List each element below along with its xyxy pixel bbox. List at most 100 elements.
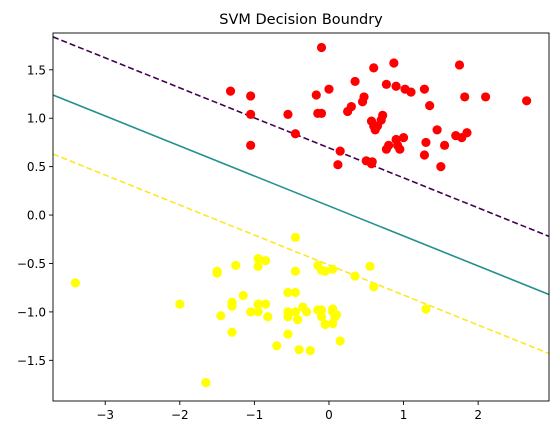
x-tick-label: −3	[96, 408, 114, 422]
point-yellow	[290, 307, 301, 317]
point-red	[350, 76, 360, 87]
point-red	[357, 97, 368, 107]
point-yellow	[283, 329, 293, 339]
point-red	[246, 109, 256, 119]
point-yellow	[227, 301, 237, 311]
point-yellow	[290, 266, 301, 276]
point-red	[311, 90, 321, 100]
point-yellow	[365, 261, 375, 271]
point-yellow	[260, 255, 271, 266]
point-red	[421, 137, 431, 148]
point-yellow	[283, 287, 293, 298]
point-yellow	[253, 307, 263, 317]
y-tick-label: 0.5	[27, 160, 46, 174]
point-yellow	[253, 299, 263, 309]
point-red	[522, 96, 532, 106]
point-red	[395, 144, 405, 154]
point-red	[481, 92, 491, 102]
point-red	[419, 150, 430, 160]
point-red	[384, 140, 394, 150]
point-red	[324, 84, 334, 94]
point-red	[432, 125, 442, 135]
point-red	[246, 91, 256, 101]
point-yellow	[290, 287, 301, 298]
point-yellow	[305, 346, 315, 356]
point-yellow	[335, 336, 345, 346]
point-red	[316, 42, 327, 53]
y-tick-label: −1.0	[17, 305, 46, 319]
point-yellow	[369, 282, 379, 292]
point-yellow	[316, 265, 327, 275]
point-yellow	[301, 307, 312, 317]
y-tick-label: 1.0	[27, 112, 46, 126]
point-yellow	[253, 254, 263, 264]
y-tick-label: −1.5	[17, 354, 46, 368]
point-red	[370, 125, 380, 135]
x-tick-label: 0	[325, 408, 333, 422]
point-red	[381, 79, 392, 89]
decision-lines	[53, 36, 549, 355]
lower-margin-line	[53, 153, 549, 355]
point-yellow	[231, 260, 241, 271]
x-tick-label: 2	[474, 408, 482, 422]
point-red	[419, 84, 430, 94]
x-tick-label: 1	[400, 408, 408, 422]
point-red	[439, 140, 450, 150]
point-yellow	[253, 261, 263, 271]
point-yellow	[293, 315, 303, 325]
point-yellow	[316, 312, 327, 322]
point-yellow	[320, 319, 330, 330]
point-yellow	[328, 264, 338, 274]
point-yellow	[272, 341, 282, 351]
x-tick-label: −1	[246, 408, 264, 422]
point-yellow	[350, 271, 360, 281]
point-yellow	[246, 307, 256, 317]
y-tick-label: 1.5	[27, 63, 46, 77]
point-red	[369, 63, 379, 73]
point-red	[290, 129, 301, 139]
point-red	[316, 108, 327, 118]
point-yellow	[227, 327, 237, 337]
point-yellow	[328, 318, 338, 329]
point-red	[225, 86, 236, 96]
point-yellow	[263, 312, 273, 322]
y-tick-label: 0.0	[27, 209, 46, 223]
point-red	[376, 115, 386, 125]
point-yellow	[70, 278, 80, 288]
point-red	[454, 60, 465, 70]
point-yellow	[175, 299, 185, 309]
point-red	[460, 92, 470, 102]
point-red	[335, 146, 345, 156]
y-tick-label: −0.5	[17, 257, 46, 271]
point-yellow	[216, 311, 226, 321]
point-red	[406, 87, 416, 97]
scatter-points	[70, 42, 532, 388]
point-red	[367, 157, 377, 167]
upper-margin-line	[53, 36, 549, 238]
point-red	[457, 132, 467, 143]
point-yellow	[421, 304, 431, 314]
axes: −3 −2 −1 0 1 2 −1.5 −1.0 −0.5 0.0 0.5 1.0 1.5	[17, 32, 550, 422]
point-yellow	[212, 268, 222, 278]
point-yellow	[201, 378, 211, 388]
point-red	[425, 101, 435, 111]
x-tick-label: −2	[171, 408, 189, 422]
plot-frame	[52, 32, 550, 402]
point-red	[333, 160, 343, 170]
point-red	[398, 132, 409, 143]
point-yellow	[290, 232, 301, 242]
point-yellow	[316, 305, 327, 315]
chart-title: SVM Decision Boundry	[219, 12, 383, 28]
point-yellow	[238, 290, 248, 301]
point-red	[391, 81, 401, 91]
decision-boundary-line	[53, 94, 549, 296]
point-yellow	[260, 299, 271, 309]
point-red	[246, 140, 256, 150]
point-red	[283, 109, 293, 119]
point-red	[436, 162, 446, 172]
point-yellow	[294, 345, 304, 355]
point-red	[389, 58, 399, 68]
point-yellow	[283, 312, 293, 322]
